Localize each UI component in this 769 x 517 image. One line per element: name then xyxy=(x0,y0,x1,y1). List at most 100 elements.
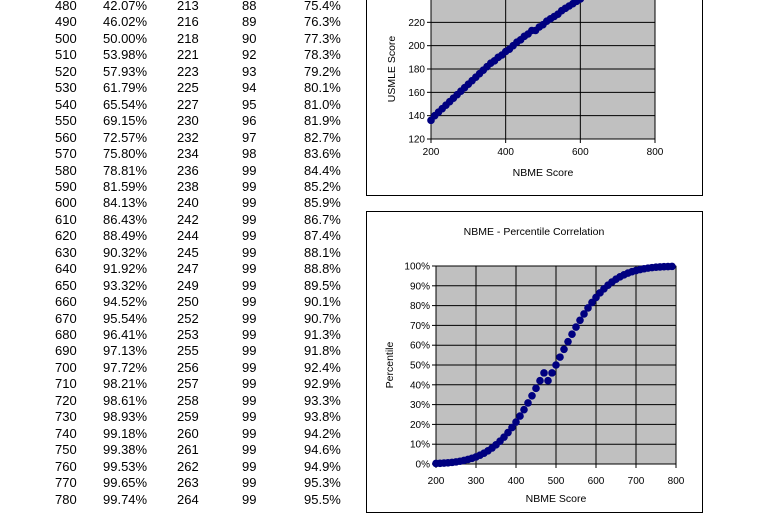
x-tick-label: 800 xyxy=(647,147,664,158)
table-row: 590 81.59% 238 99 85.2% xyxy=(0,179,360,195)
data-point xyxy=(524,399,532,407)
data-point xyxy=(552,361,560,369)
percentile-cell: 50.00% xyxy=(103,30,148,46)
pass-probability-cell: 93.8% xyxy=(304,409,341,425)
two-digit-score-cell: 99 xyxy=(242,327,257,342)
pass-probability-cell: 78.3% xyxy=(304,47,341,63)
usmle-score-cell: 258 xyxy=(177,392,199,408)
x-axis-label: NBME Score xyxy=(526,493,587,505)
pass-probability-cell: 85.2% xyxy=(304,178,341,194)
usmle-score-cell: 263 xyxy=(177,475,199,491)
nbme-score-cell: 660 xyxy=(55,294,77,310)
two-digit-score-cell: 99 xyxy=(242,244,257,260)
data-point xyxy=(520,405,528,414)
data-point xyxy=(508,423,516,432)
two-digit-score-cell: 99 xyxy=(242,392,257,408)
pass-probability-cell: 92.9% xyxy=(304,376,341,392)
table-row: 550 69.15% 230 96 81.9% xyxy=(0,113,360,129)
usmle-score-cell: 245 xyxy=(177,244,199,260)
table-row: 730 98.93% 259 99 93.8% xyxy=(0,409,360,425)
percentile-cell: 61.79% xyxy=(103,80,148,96)
nbme-score-cell: 590 xyxy=(55,178,77,194)
two-digit-score-cell: 99 xyxy=(242,228,257,244)
table-row: 620 88.49% 244 99 87.4% xyxy=(0,228,360,244)
pass-probability-cell: 81.9% xyxy=(304,113,341,129)
table-row: 540 65.54% 227 95 81.0% xyxy=(0,97,360,113)
table-row: 570 75.80% 234 98 83.6% xyxy=(0,146,360,162)
nbme-score-cell: 700 xyxy=(55,359,77,375)
pass-probability-cell: 75.4% xyxy=(304,0,341,13)
y-tick-label: 200 xyxy=(408,41,425,52)
data-point xyxy=(516,412,524,420)
y-tick-label: 220 xyxy=(408,18,425,29)
table-row: 770 99.65% 263 99 95.3% xyxy=(0,475,360,491)
usmle-score-cell: 261 xyxy=(177,442,199,458)
data-point xyxy=(548,369,556,377)
percentile-cell: 42.07% xyxy=(103,0,148,13)
nbme-score-cell: 570 xyxy=(55,146,77,162)
usmle-score-cell: 260 xyxy=(177,425,199,441)
data-point xyxy=(528,391,536,400)
pass-probability-cell: 95.5% xyxy=(304,491,341,507)
two-digit-score-cell: 93 xyxy=(242,63,257,79)
table-row: 710 98.21% 257 99 92.9% xyxy=(0,376,360,392)
data-point xyxy=(576,0,584,3)
y-tick-label: 180 xyxy=(408,65,425,76)
two-digit-score-cell: 99 xyxy=(242,294,257,310)
y-tick-label: 50% xyxy=(410,361,430,372)
nbme-score-cell: 710 xyxy=(55,376,77,392)
two-digit-score-cell: 99 xyxy=(242,178,257,194)
table-row: 750 99.38% 261 99 94.6% xyxy=(0,442,360,458)
nbme-score-cell: 540 xyxy=(55,96,77,112)
nbme-score-cell: 670 xyxy=(55,310,77,326)
percentile-cell: 81.59% xyxy=(103,178,148,194)
two-digit-score-cell: 99 xyxy=(242,458,257,474)
table-row: 780 99.74% 264 99 95.5% xyxy=(0,492,360,508)
table-row: 760 99.53% 262 99 94.9% xyxy=(0,459,360,475)
usmle-score-cell: 244 xyxy=(177,228,199,244)
two-digit-score-cell: 90 xyxy=(242,30,257,46)
data-point xyxy=(540,369,548,377)
nbme-score-cell: 610 xyxy=(55,211,77,227)
pass-probability-cell: 85.9% xyxy=(304,195,341,211)
nbme-score-cell: 490 xyxy=(55,14,77,30)
usmle-score-cell: 252 xyxy=(177,310,199,326)
usmle-score-cell: 218 xyxy=(177,30,199,46)
usmle-score-cell: 247 xyxy=(177,261,199,277)
percentile-chart: 0% 10% 20% 30% 40% 50% 60% 70% 80% 90% 100% 200 300 4… xyxy=(366,211,703,513)
data-point xyxy=(512,418,520,426)
nbme-score-cell: 770 xyxy=(55,475,77,491)
percentile-cell: 86.43% xyxy=(103,211,148,227)
two-digit-score-cell: 99 xyxy=(242,491,257,507)
pass-probability-cell: 90.1% xyxy=(304,294,341,310)
nbme-score-cell: 500 xyxy=(55,30,77,46)
pass-probability-cell: 87.4% xyxy=(304,228,341,244)
y-tick-label: 160 xyxy=(408,88,425,99)
y-tick-label: 80% xyxy=(410,301,430,312)
percentile-cell: 75.80% xyxy=(103,146,148,162)
pass-probability-cell: 94.6% xyxy=(304,442,341,458)
y-tick-label: 90% xyxy=(410,281,430,292)
pass-probability-cell: 94.9% xyxy=(304,458,341,474)
nbme-score-cell: 780 xyxy=(55,491,77,507)
pass-probability-cell: 79.2% xyxy=(304,63,341,79)
two-digit-score-cell: 99 xyxy=(242,343,257,359)
usmle-score-cell: 225 xyxy=(177,80,199,96)
percentile-cell: 97.72% xyxy=(103,359,148,375)
nbme-score-cell: 760 xyxy=(55,458,77,474)
table-row: 490 46.02% 216 89 76.3% xyxy=(0,14,360,30)
two-digit-score-cell: 88 xyxy=(242,0,257,13)
usmle-score-cell: 227 xyxy=(177,96,199,112)
two-digit-score-cell: 89 xyxy=(242,14,257,30)
percentile-chart-svg: 0% 10% 20% 30% 40% 50% 60% 70% 80% 90% 100% 200 300 4… xyxy=(384,226,685,505)
x-tick-label: 200 xyxy=(428,476,445,487)
pass-probability-cell: 86.7% xyxy=(304,211,341,227)
pass-probability-cell: 95.3% xyxy=(304,475,341,491)
two-digit-score-cell: 99 xyxy=(242,409,257,425)
pass-probability-cell: 90.7% xyxy=(304,310,341,326)
two-digit-score-cell: 97 xyxy=(242,129,257,145)
pass-probability-cell: 92.4% xyxy=(304,359,341,375)
pass-probability-cell: 81.0% xyxy=(304,96,341,112)
percentile-cell: 98.61% xyxy=(103,392,148,408)
pass-probability-cell: 80.1% xyxy=(304,80,341,96)
